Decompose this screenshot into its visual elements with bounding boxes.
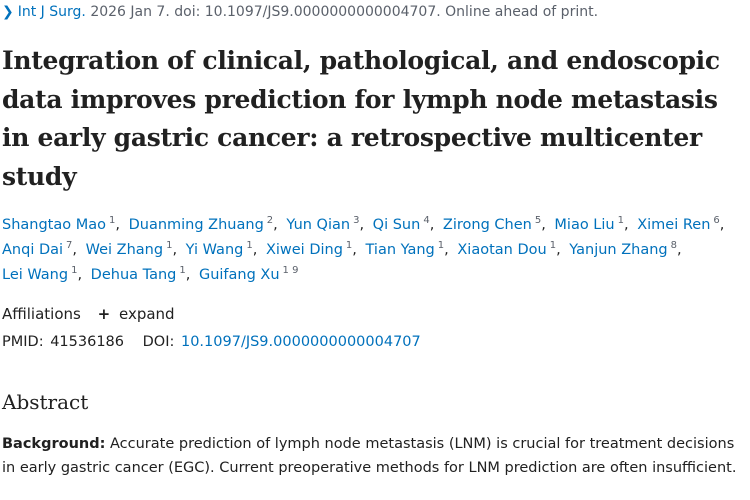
author-link[interactable]: Miao Liu: [554, 217, 615, 233]
author-link[interactable]: Yi Wang: [185, 242, 244, 258]
author-separator: ,: [77, 267, 83, 283]
author-separator: ,: [273, 217, 278, 233]
affiliations-row: Affiliations + expand: [2, 305, 175, 323]
pmid-label: PMID:: [2, 334, 44, 350]
author-separator: ,: [185, 267, 191, 283]
affiliation-number[interactable]: 7: [66, 240, 73, 251]
author-separator: ,: [359, 217, 365, 233]
author-item: Duanming Zhuang 2,: [128, 215, 282, 234]
author-link[interactable]: Ximei Ren: [637, 217, 711, 233]
author-item: Qi Sun 4,: [372, 215, 439, 234]
article-title: Integration of clinical, pathological, a…: [2, 46, 720, 191]
citation-line: ❯ Int J Surg. 2026 Jan 7. doi: 10.1097/JS…: [2, 4, 598, 20]
affiliation-number[interactable]: 2: [266, 215, 274, 226]
chevron-right-icon[interactable]: ❯: [2, 4, 14, 20]
affiliation-number[interactable]: 4: [423, 215, 430, 226]
affiliation-number[interactable]: 1: [109, 215, 116, 226]
author-item: Shangtao Mao 1,: [2, 215, 124, 234]
affiliation-number[interactable]: 1: [345, 240, 353, 251]
plus-icon[interactable]: +: [97, 305, 111, 323]
author-item: Yanjun Zhang 8,: [569, 240, 685, 259]
author-link[interactable]: Anqi Dai: [2, 242, 64, 258]
affiliation-number[interactable]: 1: [246, 240, 253, 251]
affiliation-number[interactable]: 6: [713, 215, 720, 226]
affiliation-number[interactable]: 1: [179, 265, 186, 276]
affiliation-number[interactable]: 1 9: [282, 265, 299, 276]
author-link[interactable]: Yun Qian: [286, 217, 351, 233]
background-text: Accurate prediction of lymph node metast…: [2, 436, 737, 476]
affiliation-number[interactable]: 1: [437, 240, 445, 251]
author-link[interactable]: Xiwei Ding: [265, 242, 343, 258]
doi-label: DOI:: [142, 334, 175, 350]
author-separator: ,: [444, 242, 449, 258]
identifiers-row: PMID: 41536186 DOI: 10.1097/JS9.00000000…: [2, 334, 421, 350]
author-separator: ,: [623, 217, 629, 233]
abstract-heading: Abstract: [2, 390, 89, 414]
author-separator: ,: [252, 242, 258, 258]
author-separator: ,: [72, 242, 78, 258]
author-item: Zirong Chen 5,: [442, 215, 550, 234]
author-separator: ,: [172, 242, 178, 258]
affiliation-number[interactable]: 1: [617, 215, 624, 226]
author-link[interactable]: Qi Sun: [372, 217, 421, 233]
background-label: Background:: [2, 436, 106, 452]
author-link[interactable]: Guifang Xu: [198, 267, 280, 283]
author-item: Miao Liu 1,: [554, 215, 632, 234]
affiliation-number[interactable]: 1: [71, 265, 78, 276]
pmid-value: 41536186: [50, 334, 125, 350]
citation-details: 2026 Jan 7. doi: 10.1097/JS9.00000000000…: [85, 4, 599, 20]
author-list: Shangtao Mao 1, Duanming Zhuang 2, Yun Qia…: [2, 213, 748, 288]
expand-button[interactable]: expand: [118, 305, 175, 323]
author-link[interactable]: Tian Yang: [365, 242, 435, 258]
author-link[interactable]: Duanming Zhuang: [128, 217, 264, 233]
journal-link[interactable]: Int J Surg.: [17, 4, 86, 20]
affiliation-number[interactable]: 3: [353, 215, 360, 226]
affiliation-number[interactable]: 5: [534, 215, 542, 226]
author-item: Guifang Xu 1 9: [198, 265, 299, 284]
author-separator: ,: [352, 242, 357, 258]
author-separator: ,: [541, 217, 546, 233]
author-item: Yi Wang 1,: [185, 240, 262, 259]
author-link[interactable]: Wei Zhang: [85, 242, 164, 258]
abstract-background: Background: Accurate prediction of lymph…: [2, 432, 748, 480]
author-item: Wei Zhang 1,: [85, 240, 181, 259]
author-item: Dehua Tang 1,: [90, 265, 195, 284]
author-separator: ,: [556, 242, 561, 258]
author-item: Yun Qian 3,: [286, 215, 368, 234]
author-item: Ximei Ren 6,: [637, 215, 728, 234]
author-link[interactable]: Dehua Tang: [90, 267, 177, 283]
author-link[interactable]: Xiaotan Dou: [457, 242, 547, 258]
author-item: Tian Yang 1,: [365, 240, 453, 259]
author-item: Xiaotan Dou 1,: [457, 240, 564, 259]
author-separator: ,: [719, 217, 725, 233]
author-separator: ,: [677, 242, 682, 258]
author-link[interactable]: Lei Wang: [2, 267, 69, 283]
author-link[interactable]: Shangtao Mao: [2, 217, 106, 233]
author-link[interactable]: Yanjun Zhang: [569, 242, 668, 258]
author-separator: ,: [429, 217, 435, 233]
affiliations-label: Affiliations: [2, 305, 81, 323]
author-item: Xiwei Ding 1,: [265, 240, 361, 259]
author-item: Lei Wang 1,: [2, 265, 86, 284]
affiliation-number[interactable]: 8: [670, 240, 678, 251]
author-separator: ,: [115, 217, 120, 233]
doi-link[interactable]: 10.1097/JS9.0000000000004707: [180, 334, 421, 350]
author-link[interactable]: Zirong Chen: [442, 217, 532, 233]
affiliation-number[interactable]: 1: [166, 240, 173, 251]
author-item: Anqi Dai 7,: [2, 240, 81, 259]
affiliation-number[interactable]: 1: [549, 240, 557, 251]
